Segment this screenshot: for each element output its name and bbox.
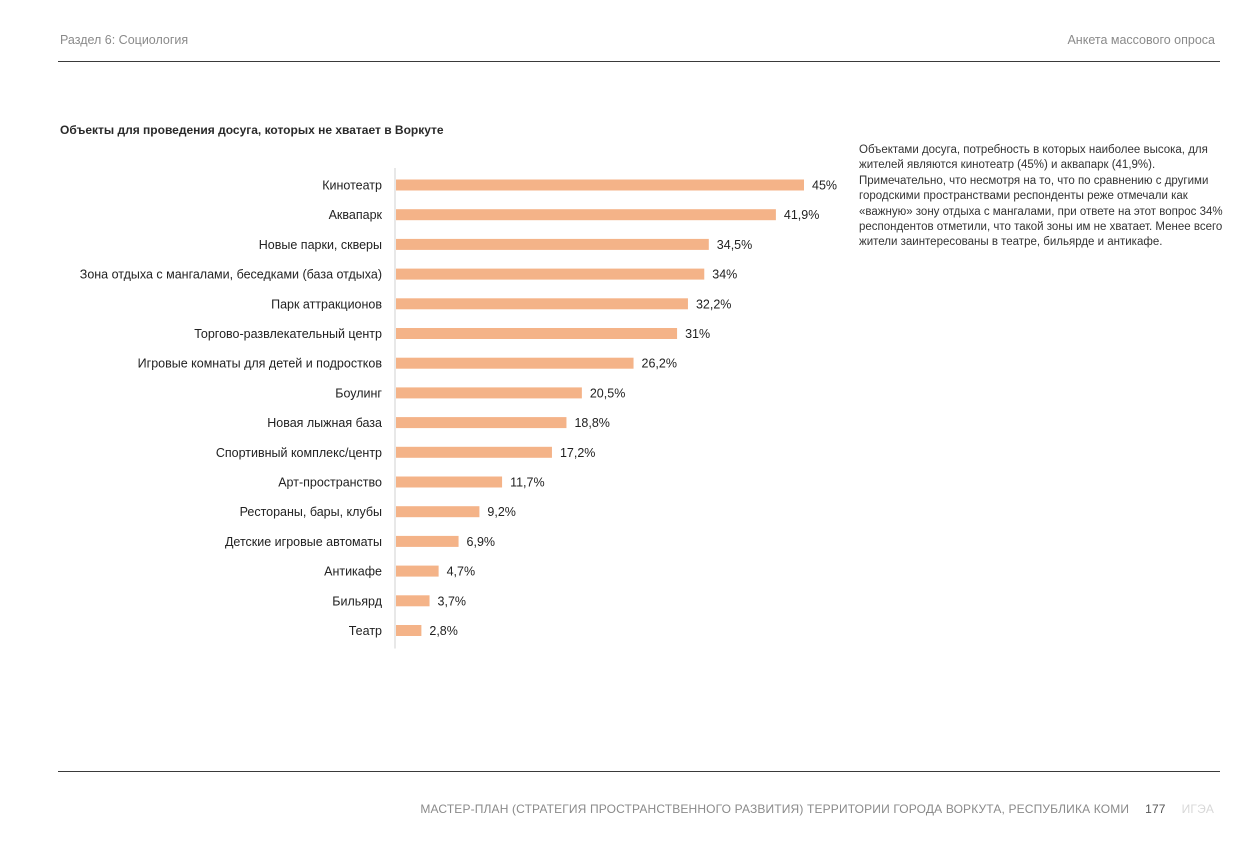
category-label: Новая лыжная база: [267, 416, 382, 430]
value-label: 32,2%: [696, 297, 731, 311]
document-title: Анкета массового опроса: [1067, 33, 1215, 47]
value-label: 17,2%: [560, 446, 595, 460]
bar: [396, 357, 634, 369]
value-label: 6,9%: [467, 535, 496, 549]
value-label: 18,8%: [574, 416, 609, 430]
category-label: Кинотеатр: [322, 179, 382, 193]
category-label: Парк аттракционов: [271, 297, 382, 311]
bar: [396, 446, 552, 458]
bar: [396, 209, 776, 221]
chart-title: Объекты для проведения досуга, которых н…: [60, 123, 444, 137]
category-label: Театр: [349, 624, 382, 638]
bar: [396, 387, 582, 399]
chart-commentary: Объектами досуга, потребность в которых …: [859, 144, 1223, 249]
value-label: 34,5%: [717, 238, 752, 252]
page-footer: МАСТЕР-ПЛАН (СТРАТЕГИЯ ПРОСТРАНСТВЕННОГО…: [420, 802, 1214, 816]
bar: [396, 238, 709, 250]
value-label: 4,7%: [447, 565, 476, 579]
bar: [396, 565, 439, 577]
category-label: Новые парки, скверы: [259, 238, 382, 252]
category-label: Аквапарк: [329, 208, 383, 222]
value-label: 41,9%: [784, 208, 819, 222]
category-label: Игровые комнаты для детей и подростков: [138, 357, 383, 371]
bar: [396, 268, 705, 280]
footer-logo: ИГЭА: [1181, 802, 1214, 816]
category-label: Арт-пространство: [278, 476, 382, 490]
category-label: Торгово-развлекательный центр: [194, 327, 382, 341]
bar: [396, 535, 459, 547]
category-label: Детские игровые автоматы: [225, 535, 382, 549]
value-label: 26,2%: [642, 357, 677, 371]
category-label: Рестораны, бары, клубы: [240, 505, 382, 519]
category-label: Зона отдыха с мангалами, беседками (база…: [80, 268, 382, 282]
value-label: 31%: [685, 327, 710, 341]
value-label: 34%: [712, 268, 737, 282]
bar-chart: Кинотеатр 45% Аквапарк 41,9% Новые парки, ск…: [80, 168, 837, 649]
bar: [396, 506, 480, 518]
footer-title: МАСТЕР-ПЛАН (СТРАТЕГИЯ ПРОСТРАНСТВЕННОГО…: [420, 802, 1130, 816]
value-label: 45%: [812, 179, 837, 193]
bar: [396, 328, 678, 339]
section-title: Раздел 6: Социология: [60, 33, 189, 47]
category-label: Спортивный комплекс/центр: [216, 446, 382, 460]
bar: [396, 625, 422, 636]
bar: [396, 298, 688, 310]
bar: [396, 476, 503, 488]
header-divider: [58, 61, 1220, 62]
bar: [396, 417, 567, 429]
category-label: Антикафе: [324, 565, 382, 579]
value-label: 20,5%: [590, 386, 625, 400]
bar: [396, 179, 804, 191]
value-label: 3,7%: [438, 594, 467, 608]
category-label: Боулинг: [335, 386, 382, 400]
footer-divider: [58, 771, 1220, 772]
value-label: 11,7%: [510, 476, 545, 490]
value-label: 2,8%: [429, 624, 458, 638]
page-number: 177: [1145, 802, 1166, 816]
value-label: 9,2%: [487, 505, 516, 519]
bar: [396, 595, 430, 607]
category-label: Бильярд: [332, 594, 382, 608]
